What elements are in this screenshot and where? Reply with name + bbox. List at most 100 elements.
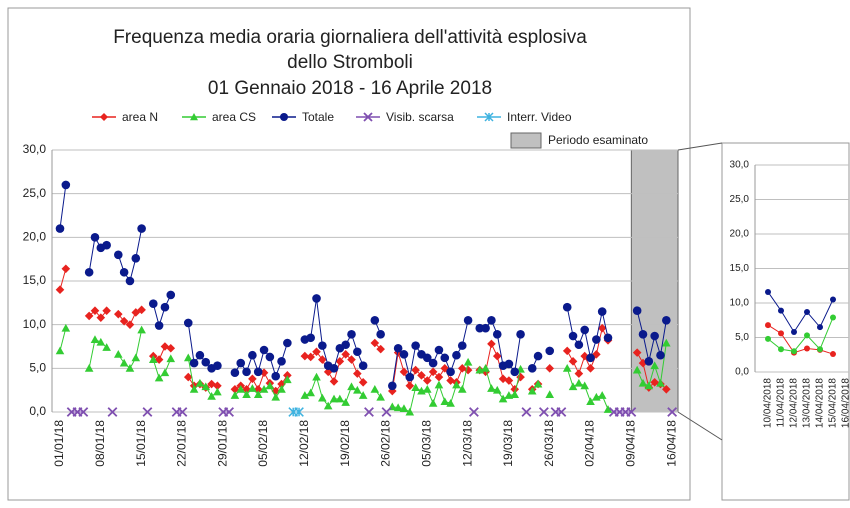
y-tick-label: 30,0 [730, 160, 750, 171]
marker [492, 385, 502, 394]
legend-swatch [510, 132, 542, 149]
x-tick-label: 02/04/18 [583, 420, 597, 467]
x-tick-label: 15/01/18 [134, 420, 148, 467]
marker [632, 365, 642, 374]
marker [283, 371, 292, 380]
chart-title: 01 Gennaio 2018 - 16 Aprile 2018 [208, 78, 492, 99]
marker [312, 347, 321, 357]
marker [765, 288, 771, 295]
x-tick-label: 10/04/2018 [763, 378, 774, 428]
marker [318, 393, 327, 402]
y-tick-label: 5,0 [29, 361, 46, 375]
marker [662, 316, 671, 325]
marker [148, 355, 158, 364]
marker [148, 299, 158, 309]
y-tick-label: 5,0 [735, 332, 749, 343]
y-tick-label: 15,0 [730, 263, 750, 274]
marker [626, 407, 637, 417]
marker [248, 374, 257, 384]
marker [90, 233, 100, 242]
marker [457, 341, 467, 350]
marker [428, 398, 438, 407]
marker [277, 357, 286, 366]
y-tick-label: 15,0 [23, 273, 47, 287]
marker [399, 404, 409, 412]
marker [195, 378, 205, 387]
marker [125, 364, 135, 372]
marker [90, 335, 100, 343]
marker [119, 267, 129, 277]
marker [428, 367, 438, 377]
marker [574, 378, 584, 387]
marker [253, 390, 263, 398]
marker [323, 401, 333, 410]
y-tick-label: 0,0 [735, 367, 749, 378]
marker [830, 296, 836, 303]
zoom-connector [677, 142, 723, 151]
marker [259, 368, 269, 377]
marker [363, 112, 373, 122]
marker [230, 384, 240, 394]
marker [487, 316, 496, 325]
marker [597, 307, 607, 316]
marker [341, 350, 350, 359]
y-tick-label: 25,0 [23, 186, 47, 200]
marker [457, 384, 467, 393]
marker [393, 403, 403, 412]
x-tick-label: 26/02/18 [379, 420, 393, 467]
marker [119, 316, 129, 326]
x-tick-label: 12/04/2018 [789, 378, 800, 428]
marker [280, 113, 288, 121]
marker [434, 380, 444, 389]
marker [96, 337, 106, 346]
marker [580, 381, 589, 390]
marker [370, 316, 380, 325]
marker [446, 398, 455, 407]
marker [411, 365, 420, 375]
marker [656, 378, 665, 387]
marker [568, 357, 578, 366]
marker [265, 352, 275, 362]
marker [213, 361, 222, 371]
x-tick-label: 05/03/18 [419, 420, 433, 467]
marker [353, 347, 362, 357]
marker [399, 350, 409, 359]
marker [521, 407, 532, 417]
marker [242, 390, 251, 398]
marker [347, 382, 356, 391]
marker [300, 391, 310, 399]
marker [428, 358, 438, 368]
marker [248, 384, 257, 392]
marker [632, 348, 642, 357]
marker [527, 386, 537, 395]
marker [177, 407, 188, 417]
marker [230, 368, 240, 378]
marker [230, 391, 240, 399]
x-tick-label: 12/03/18 [460, 420, 474, 467]
legend-label: area N [122, 110, 158, 124]
marker [545, 346, 555, 356]
marker [574, 340, 584, 350]
marker [96, 313, 106, 322]
marker [527, 364, 537, 373]
marker [160, 368, 170, 377]
marker [259, 345, 269, 355]
marker [498, 394, 508, 403]
marker [597, 323, 607, 333]
marker [638, 358, 648, 368]
marker [248, 350, 257, 360]
marker [224, 407, 235, 417]
marker [580, 325, 589, 335]
marker [405, 381, 415, 391]
marker [434, 372, 444, 382]
x-tick-label: 16/04/18 [664, 420, 678, 467]
marker [154, 321, 164, 330]
marker [510, 367, 520, 377]
marker [603, 333, 613, 343]
chart-title: Frequenza media oraria giornaliera dell'… [113, 27, 587, 48]
marker [131, 308, 141, 317]
marker [457, 364, 467, 373]
marker [102, 240, 111, 250]
y-tick-label: 10,0 [730, 298, 750, 309]
